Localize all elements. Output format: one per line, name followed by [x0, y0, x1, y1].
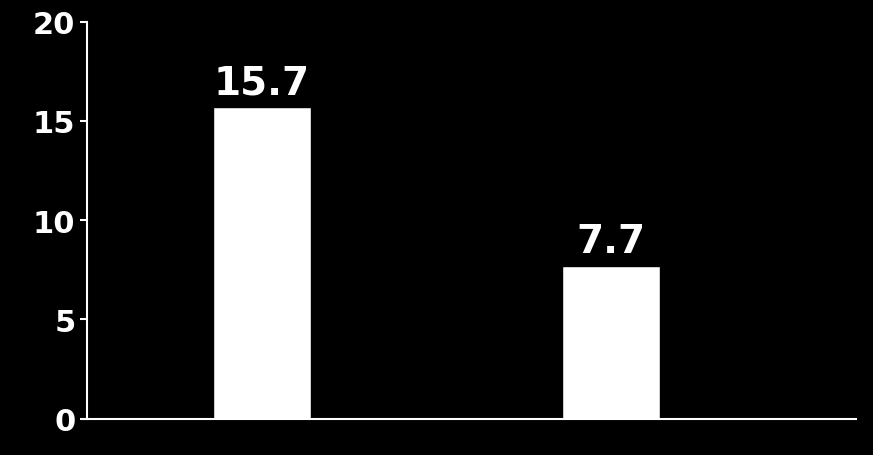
Text: 15.7: 15.7	[214, 64, 310, 102]
Bar	[562, 266, 660, 419]
Bar	[213, 108, 311, 419]
Text: 7.7: 7.7	[576, 222, 646, 260]
